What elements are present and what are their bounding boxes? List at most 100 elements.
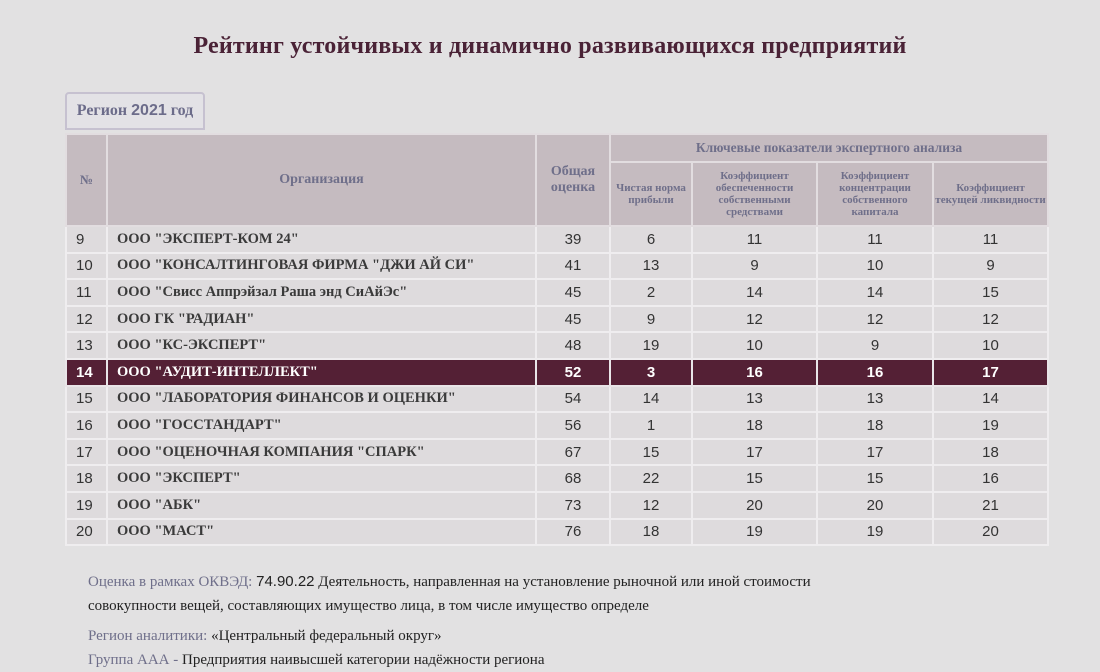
concentration-value: 10 <box>816 251 934 281</box>
table-row[interactable]: 13 ООО "КС-ЭКСПЕРТ" 48 19 10 9 10 <box>65 331 1049 360</box>
okved-note: Оценка в рамках ОКВЭД: 74.90.22 Деятельн… <box>88 570 888 618</box>
okved-label: Оценка в рамках ОКВЭД: <box>88 574 253 590</box>
row-number: 18 <box>65 464 108 493</box>
equity-ratio-value: 12 <box>691 304 818 334</box>
total-score: 41 <box>535 251 611 281</box>
concentration-value: 16 <box>816 357 934 387</box>
organization-name: ООО "Свисс Аппрэйзал Раша энд СиАйЭс" <box>106 278 537 307</box>
equity-ratio-value: 13 <box>691 384 818 414</box>
table-row[interactable]: 19 ООО "АБК" 73 12 20 20 21 <box>65 490 1049 520</box>
row-number: 14 <box>65 357 108 387</box>
net-profit-value: 18 <box>609 517 693 547</box>
region-year-tab[interactable]: Регион 2021 год <box>65 92 205 130</box>
organization-name: ООО "ГОССТАНДАРТ" <box>106 411 537 440</box>
net-profit-value: 15 <box>609 437 693 467</box>
concentration-value: 18 <box>816 411 934 440</box>
row-number: 20 <box>65 517 108 547</box>
row-number: 16 <box>65 411 108 440</box>
concentration-value: 12 <box>816 304 934 334</box>
total-score: 45 <box>535 278 611 307</box>
concentration-value: 19 <box>816 517 934 547</box>
equity-ratio-value: 20 <box>691 490 818 520</box>
group-value: Предприятия наивысшей категории надёжнос… <box>181 652 545 668</box>
organization-name: ООО "МАСТ" <box>106 517 537 547</box>
row-number: 10 <box>65 251 108 281</box>
net-profit-value: 13 <box>609 251 693 281</box>
liquidity-value: 12 <box>932 304 1049 334</box>
equity-ratio-value: 10 <box>691 331 818 360</box>
liquidity-value: 17 <box>932 357 1049 387</box>
table-row[interactable]: 17 ООО "ОЦЕНОЧНАЯ КОМПАНИЯ "СПАРК" 67 15 17 1… <box>65 437 1049 467</box>
total-score: 45 <box>535 304 611 334</box>
notes-block: Оценка в рамках ОКВЭД: 74.90.22 Деятельн… <box>88 570 888 672</box>
equity-ratio-value: 19 <box>691 517 818 547</box>
header-organization: Организация <box>106 133 537 227</box>
row-number: 12 <box>65 304 108 334</box>
total-score: 39 <box>535 225 611 254</box>
table-row[interactable]: 9 ООО "ЭКСПЕРТ-КОМ 24" 39 6 11 11 11 <box>65 225 1049 254</box>
net-profit-value: 1 <box>609 411 693 440</box>
total-score: 73 <box>535 490 611 520</box>
group-label: Группа ААА - <box>88 652 179 668</box>
total-score: 68 <box>535 464 611 493</box>
total-score: 76 <box>535 517 611 547</box>
net-profit-value: 22 <box>609 464 693 493</box>
table-row[interactable]: 16 ООО "ГОССТАНДАРТ" 56 1 18 18 19 <box>65 411 1049 440</box>
net-profit-value: 3 <box>609 357 693 387</box>
equity-ratio-value: 15 <box>691 464 818 493</box>
total-score: 48 <box>535 331 611 360</box>
region-label: Регион аналитики: <box>88 628 208 644</box>
header-liquidity: Коэффициент текущей ликвидности <box>932 161 1049 227</box>
row-number: 13 <box>65 331 108 360</box>
group-note: Группа ААА - Предприятия наивысшей катег… <box>88 648 888 672</box>
equity-ratio-value: 9 <box>691 251 818 281</box>
equity-ratio-value: 16 <box>691 357 818 387</box>
header-net-profit: Чистая норма прибыли <box>609 161 693 227</box>
row-number: 11 <box>65 278 108 307</box>
header-key-indicators: Ключевые показатели экспертного анализа <box>609 133 1049 163</box>
table-row[interactable]: 20 ООО "МАСТ" 76 18 19 19 20 <box>65 517 1049 547</box>
organization-name: ООО "АУДИТ-ИНТЕЛЛЕКТ" <box>106 357 537 387</box>
header-total-score: Общая оценка <box>535 133 611 227</box>
table-row[interactable]: 10 ООО "КОНСАЛТИНГОВАЯ ФИРМА "ДЖИ АЙ СИ" 4… <box>65 251 1049 281</box>
table-row[interactable]: 11 ООО "Свисс Аппрэйзал Раша энд СиАйЭс" 4… <box>65 278 1049 307</box>
net-profit-value: 6 <box>609 225 693 254</box>
row-number: 19 <box>65 490 108 520</box>
region-note: Регион аналитики: «Центральный федеральн… <box>88 624 888 648</box>
concentration-value: 13 <box>816 384 934 414</box>
region-tab-year: 2021 <box>131 102 167 119</box>
net-profit-value: 14 <box>609 384 693 414</box>
table-row[interactable]: 18 ООО "ЭКСПЕРТ" 68 22 15 15 16 <box>65 464 1049 493</box>
table-row[interactable]: 15 ООО "ЛАБОРАТОРИЯ ФИНАНСОВ И ОЦЕНКИ" 54 1… <box>65 384 1049 414</box>
row-number: 17 <box>65 437 108 467</box>
organization-name: ООО "КС-ЭКСПЕРТ" <box>106 331 537 360</box>
region-tab-suffix: год <box>170 102 194 119</box>
liquidity-value: 21 <box>932 490 1049 520</box>
total-score: 52 <box>535 357 611 387</box>
region-tab-label: Регион <box>76 102 128 119</box>
region-value: «Центральный федеральный округ» <box>211 628 442 644</box>
header-equity-ratio: Коэффициент обеспеченности собственными … <box>691 161 818 227</box>
concentration-value: 20 <box>816 490 934 520</box>
concentration-value: 15 <box>816 464 934 493</box>
row-number: 9 <box>65 225 108 254</box>
page-title: Рейтинг устойчивых и динамично развивающ… <box>193 33 907 59</box>
organization-name: ООО "АБК" <box>106 490 537 520</box>
okved-text: Деятельность, направленная на установлен… <box>88 574 811 614</box>
table-row[interactable]: 12 ООО ГК "РАДИАН" 45 9 12 12 12 <box>65 304 1049 334</box>
liquidity-value: 15 <box>932 278 1049 307</box>
row-number: 15 <box>65 384 108 414</box>
organization-name: ООО "ЭКСПЕРТ" <box>106 464 537 493</box>
rating-table: № Организация Общая оценка Ключевые пока… <box>65 133 1049 547</box>
table-row-highlighted[interactable]: 14 ООО "АУДИТ-ИНТЕЛЛЕКТ" 52 3 16 16 17 <box>65 357 1049 387</box>
organization-name: ООО "КОНСАЛТИНГОВАЯ ФИРМА "ДЖИ АЙ СИ" <box>106 251 537 281</box>
equity-ratio-value: 11 <box>691 225 818 254</box>
concentration-value: 9 <box>816 331 934 360</box>
liquidity-value: 20 <box>932 517 1049 547</box>
equity-ratio-value: 18 <box>691 411 818 440</box>
net-profit-value: 9 <box>609 304 693 334</box>
concentration-value: 17 <box>816 437 934 467</box>
header-num: № <box>65 133 108 227</box>
concentration-value: 11 <box>816 225 934 254</box>
organization-name: ООО "ЭКСПЕРТ-КОМ 24" <box>106 225 537 254</box>
